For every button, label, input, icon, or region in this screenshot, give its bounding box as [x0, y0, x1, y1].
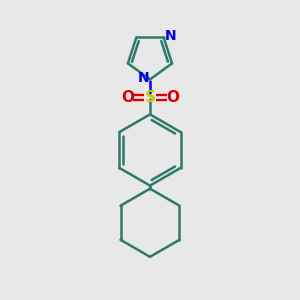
Text: S: S [145, 90, 155, 105]
Text: N: N [165, 29, 176, 44]
Text: O: O [121, 90, 134, 105]
Text: N: N [137, 71, 149, 85]
Text: O: O [166, 90, 179, 105]
